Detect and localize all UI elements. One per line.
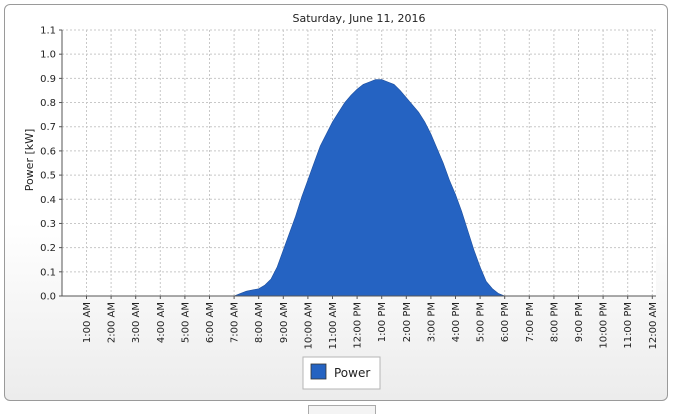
x-tick-label: 12:00 AM: [648, 302, 659, 349]
y-tick-label: 0.3: [40, 219, 56, 230]
x-tick-label: 7:00 PM: [525, 302, 536, 342]
y-tick-label: 0.5: [40, 171, 56, 182]
x-tick-label: 5:00 PM: [476, 302, 487, 342]
x-tick-labels: 1:00 AM 2:00 AM 3:00 AM 4:00 AM 5:00 AM 6:00 …: [82, 296, 659, 349]
axes: [61, 30, 656, 297]
x-tick-label: 2:00 AM: [107, 302, 118, 343]
x-tick-label: 4:00 PM: [451, 302, 462, 342]
x-tick-label: 1:00 PM: [377, 302, 388, 342]
legend: Power: [302, 356, 381, 390]
y-tick-label: 1.1: [40, 26, 56, 37]
y-tick-label: 0.9: [40, 74, 56, 85]
x-tick-label: 11:00 AM: [328, 302, 339, 349]
y-tick-label: 0.1: [40, 267, 56, 278]
x-tick-label: 8:00 AM: [254, 302, 265, 343]
x-tick-label: 10:00 PM: [599, 302, 610, 349]
y-tick-label: 0.2: [40, 243, 56, 254]
y-axis-label: Power [kW]: [23, 129, 36, 192]
x-tick-label: 9:00 PM: [574, 302, 585, 342]
x-tick-label: 12:00 PM: [353, 302, 364, 349]
x-tick-label: 2:00 PM: [402, 302, 413, 342]
x-tick-label: 8:00 PM: [549, 302, 560, 342]
y-tick-label: 0.8: [40, 98, 56, 109]
y-tick-label: 0.0: [40, 292, 56, 303]
legend-swatch-power: [310, 363, 327, 380]
chart-title: Saturday, June 11, 2016: [293, 12, 426, 25]
x-tick-label: 3:00 AM: [131, 302, 142, 343]
x-tick-label: 1:00 AM: [82, 302, 93, 343]
x-tick-label: 11:00 PM: [623, 302, 634, 349]
x-tick-label: 9:00 AM: [279, 302, 290, 343]
x-tick-label: 5:00 AM: [180, 302, 191, 343]
x-tick-label: 10:00 AM: [303, 302, 314, 349]
y-tick-label: 1.0: [40, 50, 56, 61]
x-tick-label: 4:00 AM: [156, 302, 167, 343]
y-tick-labels: 0.0 0.1 0.2 0.3 0.4 0.5 0.6 0.7 0.8 0.9 1.0 1.1: [40, 26, 62, 303]
y-tick-label: 0.6: [40, 146, 56, 157]
x-tick-label: 7:00 AM: [230, 302, 241, 343]
y-tick-label: 0.7: [40, 122, 56, 133]
x-tick-label: 3:00 PM: [426, 302, 437, 342]
x-tick-label: 6:00 AM: [205, 302, 216, 343]
y-tick-label: 0.4: [40, 195, 56, 206]
x-tick-label: 6:00 PM: [500, 302, 511, 342]
legend-label-power: Power: [334, 366, 370, 380]
